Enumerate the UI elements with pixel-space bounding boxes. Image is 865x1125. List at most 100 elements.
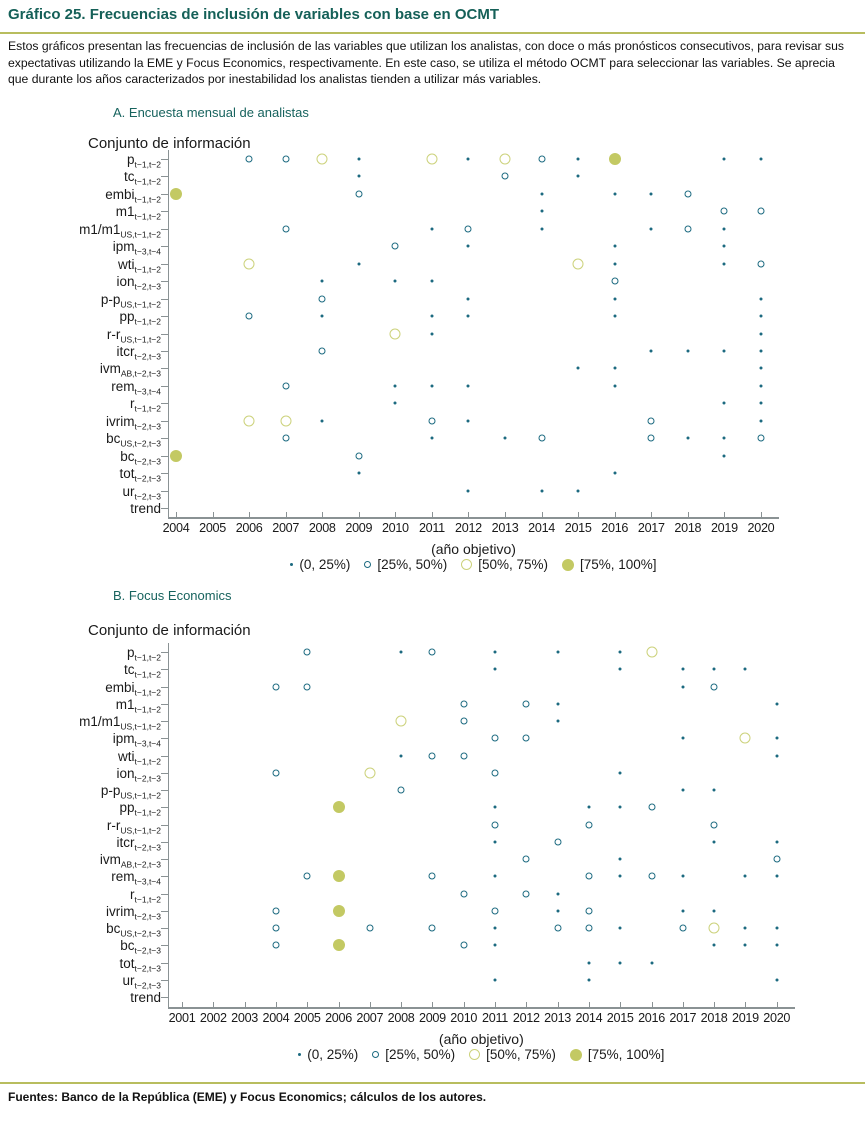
y-tick [161, 669, 168, 671]
data-point-rem-2020 [775, 874, 779, 878]
data-point-ur-2015 [576, 489, 580, 493]
y-var-base: rem [111, 869, 135, 885]
data-point-r-2019 [722, 401, 726, 405]
y-tick [161, 841, 168, 843]
x-tick-label: 2014 [575, 1011, 603, 1025]
y-var-base: ipm [112, 239, 135, 255]
y-var-subscript: t−1,t−2 [134, 316, 161, 327]
y-var-base: bc [120, 448, 135, 464]
y-tick [161, 824, 168, 826]
data-point-ivm-2020 [773, 855, 781, 863]
data-point-bc-2020 [775, 943, 779, 947]
x-tick [651, 512, 653, 517]
data-point-ion-2004 [272, 769, 280, 777]
y-tick [161, 298, 168, 300]
y-var-base: wti [118, 748, 135, 764]
y-var-subscript: t−1,t−2 [134, 177, 161, 188]
data-point-bc-2009 [428, 924, 436, 932]
y-tick [161, 333, 168, 335]
y-var-subscript: t−1,t−2 [134, 212, 161, 223]
y-var-label: bcUS,t−2,t−3 [0, 922, 161, 938]
footer-divider [0, 1082, 865, 1084]
x-tick [588, 1002, 590, 1007]
data-point-rem-2006 [332, 870, 345, 883]
data-point-itcr-2011 [493, 840, 497, 844]
data-point-p-p-2018 [712, 788, 716, 792]
y-tick [161, 420, 168, 422]
legend-item-bin1: (0, 25%) [298, 1047, 358, 1062]
x-tick [249, 512, 251, 517]
y-tick [161, 962, 168, 964]
data-point-p-2005 [303, 648, 311, 656]
data-point-wti-2008 [399, 754, 403, 758]
y-var-base: trend [130, 501, 161, 516]
x-tick-label: 2009 [345, 521, 373, 535]
y-tick [161, 738, 168, 740]
x-tick-label: 2018 [674, 521, 702, 535]
chart-y-title: Conjunto de información [88, 135, 251, 152]
x-tick [714, 1002, 716, 1007]
y-var-base: bc [106, 921, 121, 937]
y-tick [161, 228, 168, 230]
y-var-subscript: t−1,t−2 [134, 808, 161, 819]
y-var-label: trend [0, 502, 161, 516]
data-point-embi-2018 [710, 683, 718, 691]
y-var-subscript: t−3,t−4 [134, 738, 161, 749]
y-var-base: ivrim [106, 903, 135, 919]
data-point-ivm-2015 [618, 857, 622, 861]
data-point-wti-2020 [775, 754, 779, 758]
y-var-label: tott−2,t−3 [0, 467, 161, 483]
y-var-base: tot [119, 466, 135, 482]
data-point-p-p-2008 [397, 786, 405, 794]
x-tick [182, 1002, 183, 1007]
x-tick [401, 1002, 403, 1007]
data-point-m1/m1-2019 [722, 227, 726, 231]
data-point-bc-2018 [686, 436, 690, 440]
legend-label: (0, 25%) [307, 1047, 359, 1062]
y-var-label: remt−3,t−4 [0, 870, 161, 886]
y-var-label: ivmAB,t−2,t−3 [0, 362, 161, 378]
y-var-label: r-rUS,t−1,t−2 [0, 818, 161, 835]
data-point-tot-2016 [650, 961, 653, 965]
data-point-ipm-2019 [722, 244, 726, 248]
y-var-base: ur [122, 972, 135, 988]
y-tick [161, 490, 168, 492]
data-point-rem-2015 [618, 874, 622, 878]
y-var-label: m1/m1US,t−1,t−2 [0, 715, 161, 731]
y-var-label: wtit−1,t−2 [0, 748, 161, 766]
x-tick-label: 2007 [272, 521, 300, 535]
y-var-subscript: AB,t−2,t−3 [120, 859, 161, 870]
x-axis-title: (año objetivo) [438, 1031, 524, 1047]
data-point-p-2009 [357, 157, 361, 161]
title-divider [0, 32, 865, 34]
data-point-pp-2008 [320, 314, 324, 318]
data-point-tc-2017 [681, 667, 685, 671]
data-point-p-2008 [316, 153, 328, 165]
x-tick [307, 1002, 309, 1007]
data-point-bc-2007 [282, 434, 290, 442]
y-tick [161, 945, 168, 947]
panel-a-title: A. Encuesta mensual de analistas [113, 105, 309, 120]
data-point-bc-2004 [272, 924, 280, 932]
y-var-base: trend [130, 990, 161, 1006]
y-var-label: m1t−1,t−2 [0, 698, 161, 714]
y-var-base: embi [105, 186, 135, 202]
source-note: Fuentes: Banco de la República (EME) y F… [8, 1090, 487, 1104]
y-tick [161, 316, 168, 318]
data-point-ipm-2016 [613, 244, 617, 248]
y-var-subscript: US,t−2,t−3 [120, 438, 161, 449]
y-var-base: r [130, 396, 135, 412]
y-var-subscript: t−2,t−3 [134, 421, 161, 432]
x-tick-label: 2015 [564, 521, 592, 535]
chart-panel-b: Conjunto de información pt−1,t−2 tct−1,t−2… [0, 618, 865, 1074]
legend-label: [25%, 50%) [377, 557, 448, 572]
y-var-base: ion [116, 274, 135, 290]
legend-item-bin1: (0, 25%) [290, 557, 350, 572]
data-point-embi-2017 [649, 192, 653, 196]
y-var-base: ion [116, 765, 135, 781]
y-tick [161, 368, 168, 370]
x-tick-label: 2010 [381, 521, 409, 535]
data-point-p-2016 [646, 646, 657, 658]
data-point-ivrim-2008 [320, 419, 324, 423]
data-point-r-2012 [522, 890, 530, 898]
